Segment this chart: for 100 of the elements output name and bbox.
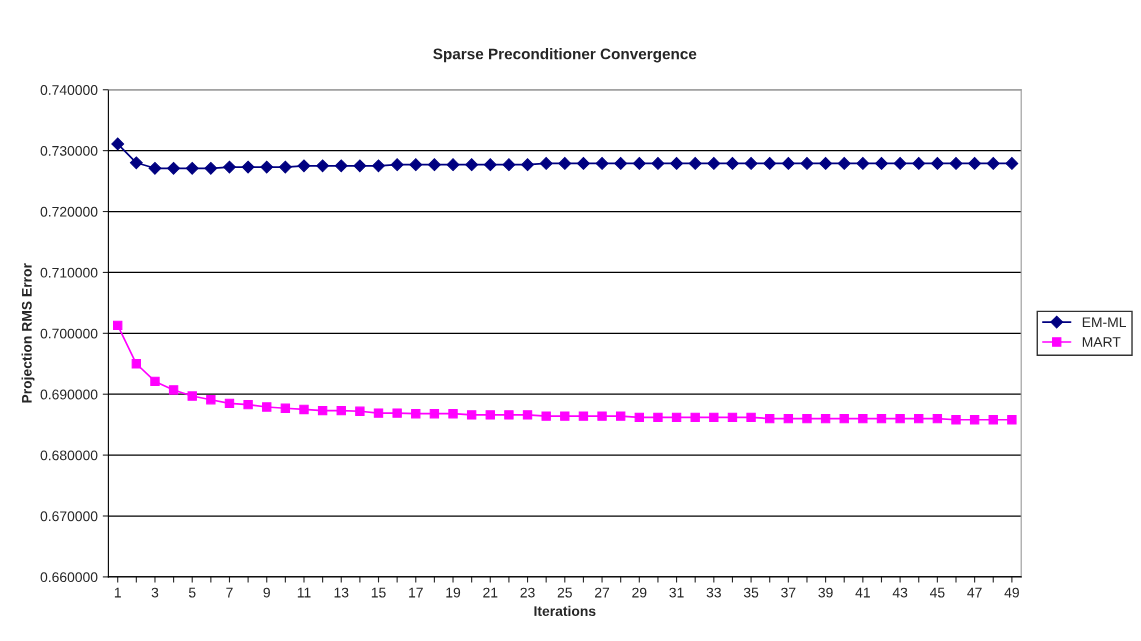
- point: [206, 395, 216, 405]
- point: [111, 137, 125, 151]
- x-tick-label: 15: [371, 587, 386, 598]
- point: [690, 412, 700, 423]
- point: [671, 412, 682, 423]
- point: [446, 158, 460, 172]
- point: [204, 161, 218, 175]
- point: [168, 385, 179, 395]
- point: [746, 412, 756, 423]
- legend-label: MART: [1082, 337, 1121, 347]
- point: [539, 157, 553, 170]
- point: [653, 412, 663, 423]
- point: [541, 411, 551, 421]
- y-tick-label: 0.660000: [40, 572, 98, 583]
- point: [856, 157, 870, 170]
- point: [187, 391, 197, 401]
- point: [223, 160, 236, 174]
- point: [895, 413, 905, 424]
- point: [131, 359, 142, 369]
- point: [280, 403, 291, 413]
- point: [334, 159, 348, 173]
- point: [355, 406, 365, 416]
- point: [373, 408, 384, 418]
- point: [353, 159, 367, 173]
- point: [262, 402, 272, 412]
- point: [819, 157, 833, 170]
- y-axis-title: Projection RMS Error: [21, 263, 35, 403]
- point: [390, 158, 404, 172]
- point: [113, 320, 123, 331]
- point: [129, 156, 143, 170]
- legend-label: EM-ML: [1082, 317, 1126, 327]
- x-tick-label: 9: [263, 587, 270, 598]
- point: [763, 157, 777, 170]
- point: [651, 157, 665, 170]
- point: [522, 410, 533, 420]
- point: [465, 158, 479, 172]
- y-tick-label: 0.730000: [40, 145, 98, 156]
- point: [912, 157, 926, 170]
- point: [578, 411, 589, 421]
- point: [707, 157, 721, 170]
- point: [615, 411, 626, 421]
- x-tick-label: 35: [743, 587, 759, 598]
- point: [185, 161, 199, 175]
- point: [670, 157, 683, 170]
- x-tick-label: 25: [557, 587, 572, 598]
- point: [765, 413, 775, 424]
- point: [241, 160, 255, 174]
- point: [411, 409, 421, 419]
- point: [577, 157, 590, 170]
- x-tick-label: 49: [1004, 587, 1019, 598]
- point: [483, 158, 497, 172]
- point: [875, 157, 888, 170]
- y-tick-label: 0.720000: [40, 206, 98, 217]
- y-tick-label: 0.670000: [40, 511, 98, 522]
- x-axis-title: Iterations: [534, 605, 596, 617]
- point: [969, 415, 980, 425]
- point: [876, 413, 887, 424]
- x-tick-label: 5: [188, 587, 196, 598]
- y-tick-label: 0.710000: [40, 267, 98, 278]
- point: [595, 157, 609, 170]
- y-tick-label: 0.740000: [40, 85, 98, 95]
- point: [224, 398, 235, 409]
- point: [521, 158, 534, 172]
- y-tick-label: 0.680000: [40, 450, 98, 461]
- point: [688, 157, 702, 170]
- point: [560, 411, 570, 421]
- point: [448, 409, 458, 419]
- chart-title: Sparse Preconditioner Convergence: [433, 48, 697, 63]
- x-tick-label: 43: [892, 587, 908, 598]
- point: [632, 157, 646, 170]
- point: [988, 415, 998, 425]
- point: [932, 413, 943, 424]
- point: [726, 157, 739, 170]
- x-tick-label: 1: [114, 587, 121, 598]
- x-tick-label: 27: [595, 587, 610, 598]
- point: [893, 157, 907, 170]
- point: [167, 161, 181, 175]
- x-tick-label: 23: [520, 587, 535, 598]
- point: [951, 415, 961, 425]
- point: [597, 411, 607, 421]
- x-tick-label: 37: [781, 587, 796, 598]
- point: [986, 157, 1000, 170]
- point: [485, 410, 495, 420]
- x-tick-label: 31: [669, 587, 684, 598]
- point: [409, 158, 423, 172]
- point: [278, 160, 292, 174]
- point: [744, 157, 758, 170]
- point: [783, 413, 794, 424]
- point: [502, 158, 516, 172]
- x-tick-label: 45: [929, 587, 945, 598]
- point: [968, 157, 982, 170]
- point: [297, 159, 311, 173]
- x-tick-label: 33: [706, 587, 721, 598]
- x-tick-label: 3: [151, 587, 159, 598]
- point: [839, 413, 849, 424]
- point: [781, 157, 795, 170]
- point: [727, 412, 738, 423]
- point: [150, 376, 160, 387]
- point: [148, 161, 162, 175]
- point: [429, 409, 440, 419]
